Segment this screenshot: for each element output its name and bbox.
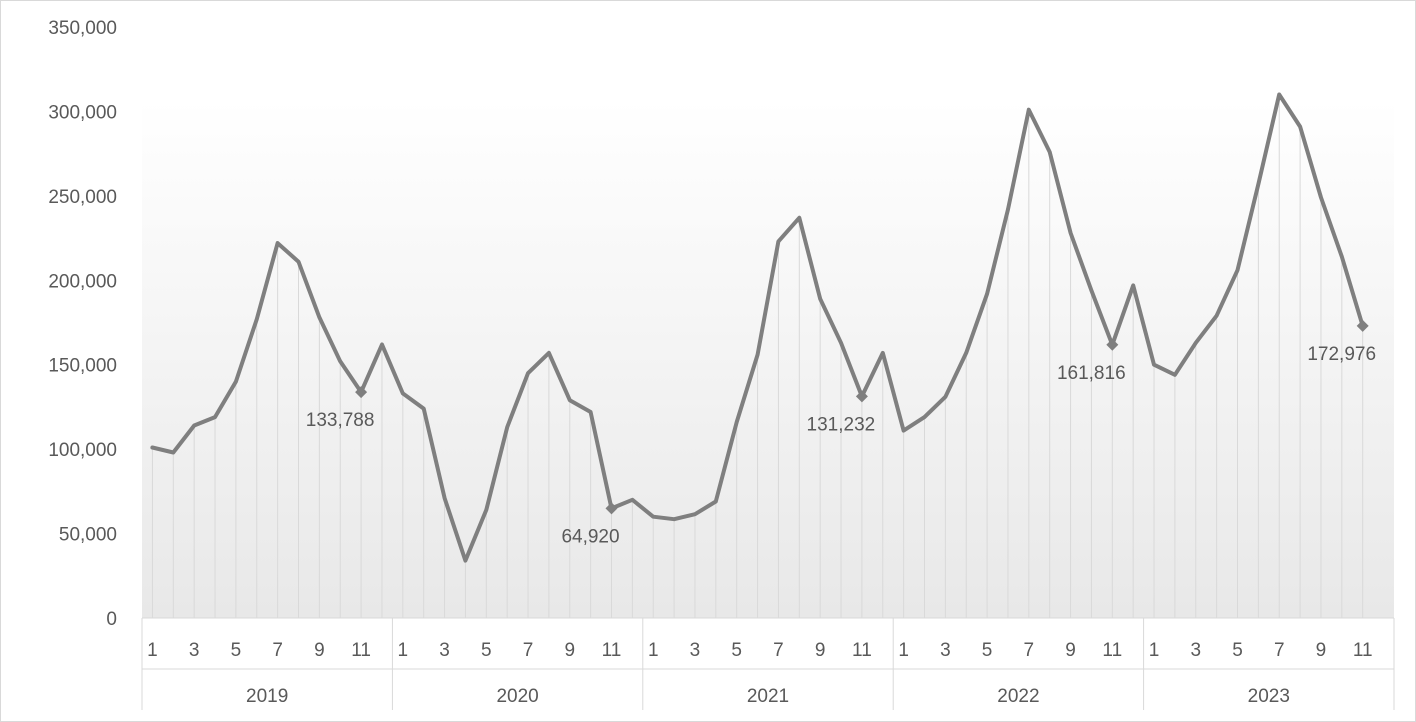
x-tick-label-month: 5 bbox=[231, 640, 242, 661]
x-tick-label-month: 5 bbox=[1232, 640, 1243, 661]
x-tick-label-month: 7 bbox=[1274, 640, 1285, 661]
x-tick-label-month: 11 bbox=[602, 640, 622, 661]
data-point-marker bbox=[1356, 319, 1369, 332]
x-tick-label-month: 9 bbox=[1065, 640, 1076, 661]
x-tick-label-month: 9 bbox=[314, 640, 325, 661]
x-tick-label-month: 1 bbox=[648, 640, 659, 661]
x-tick-label-year: 2022 bbox=[997, 686, 1039, 707]
x-tick-label-month: 5 bbox=[982, 640, 993, 661]
data-point-marker bbox=[355, 386, 368, 399]
y-tick-label: 50,000 bbox=[59, 525, 117, 546]
x-tick-label-month: 11 bbox=[1102, 640, 1122, 661]
x-tick-label-month: 11 bbox=[351, 640, 371, 661]
y-tick-label: 300,000 bbox=[48, 102, 117, 123]
x-tick-label-month: 7 bbox=[523, 640, 534, 661]
data-point-marker bbox=[1106, 338, 1119, 351]
x-tick-label-month: 9 bbox=[564, 640, 575, 661]
y-tick-label: 150,000 bbox=[48, 356, 117, 377]
x-tick-label-month: 7 bbox=[1024, 640, 1035, 661]
x-tick-label-month: 3 bbox=[189, 640, 200, 661]
data-point-marker bbox=[605, 502, 618, 515]
x-tick-label-month: 5 bbox=[731, 640, 742, 661]
x-tick-label-year: 2020 bbox=[496, 686, 538, 707]
data-label: 64,920 bbox=[561, 526, 619, 547]
x-tick-label-month: 1 bbox=[1149, 640, 1160, 661]
plot-area-background bbox=[142, 100, 1394, 618]
x-tick-label-month: 3 bbox=[940, 640, 951, 661]
x-tick-label-month: 9 bbox=[815, 640, 826, 661]
y-tick-label: 100,000 bbox=[48, 440, 117, 461]
x-tick-label-month: 11 bbox=[852, 640, 872, 661]
data-label: 172,976 bbox=[1307, 344, 1376, 365]
x-tick-label-month: 1 bbox=[398, 640, 409, 661]
x-tick-label-month: 11 bbox=[1353, 640, 1373, 661]
data-point-marker bbox=[855, 390, 868, 403]
x-tick-label-month: 9 bbox=[1316, 640, 1327, 661]
x-tick-label-month: 7 bbox=[272, 640, 283, 661]
data-label: 133,788 bbox=[306, 410, 375, 431]
y-tick-label: 200,000 bbox=[48, 271, 117, 292]
x-tick-label-month: 3 bbox=[1190, 640, 1201, 661]
x-tick-label-month: 7 bbox=[773, 640, 784, 661]
data-label: 161,816 bbox=[1057, 363, 1126, 384]
y-tick-label: 350,000 bbox=[48, 18, 117, 39]
data-label: 131,232 bbox=[807, 414, 876, 435]
series-line bbox=[150, 92, 1365, 563]
x-tick-label-month: 3 bbox=[439, 640, 450, 661]
x-tick-label-year: 2021 bbox=[747, 686, 789, 707]
x-tick-label-month: 5 bbox=[481, 640, 492, 661]
x-tick-label-month: 3 bbox=[690, 640, 701, 661]
x-tick-label-month: 1 bbox=[898, 640, 909, 661]
x-tick-label-month: 1 bbox=[147, 640, 158, 661]
x-tick-label-year: 2019 bbox=[246, 686, 288, 707]
y-tick-label: 250,000 bbox=[48, 187, 117, 208]
x-tick-label-year: 2023 bbox=[1248, 686, 1290, 707]
y-tick-label: 0 bbox=[106, 609, 117, 630]
